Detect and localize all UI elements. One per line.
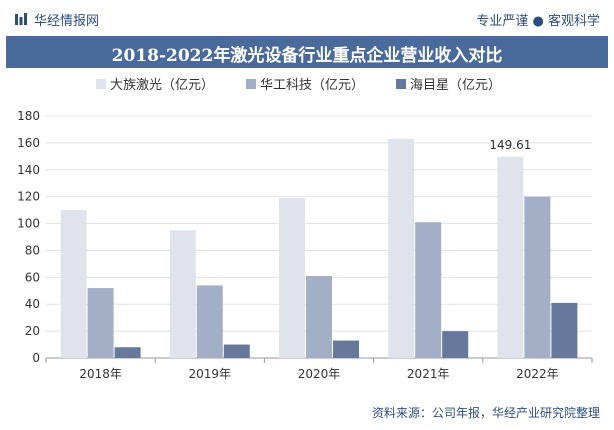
legend-swatch	[96, 79, 106, 89]
x-tick-label: 2022年	[516, 367, 559, 381]
bar	[333, 340, 359, 358]
bar	[524, 196, 551, 358]
data-label: 149.61	[489, 138, 531, 152]
bar	[306, 275, 332, 358]
bar	[196, 285, 223, 358]
title-bar: 2018-2022年激光设备行业重点企业营业收入对比	[6, 36, 608, 68]
bar	[223, 344, 250, 358]
bar	[169, 230, 196, 358]
y-tick-label: 80	[25, 243, 40, 257]
brand-name: 华经情报网	[34, 14, 100, 29]
bar	[415, 222, 442, 358]
x-tick-label: 2021年	[407, 367, 450, 381]
y-tick-label: 140	[17, 163, 40, 177]
bar	[442, 331, 469, 358]
bar	[388, 138, 415, 358]
legend-swatch	[246, 79, 256, 89]
bar	[87, 288, 114, 358]
y-tick-label: 60	[25, 270, 40, 284]
bar	[279, 198, 305, 358]
x-tick-label: 2020年	[298, 367, 341, 381]
y-tick-label: 40	[25, 297, 40, 311]
tagline: 专业严谨 ● 客观科学	[476, 14, 600, 29]
top-header: 华经情报网 专业严谨 ● 客观科学	[0, 0, 614, 36]
source-note: 资料来源：公司年报，华经产业研究院整理	[371, 406, 600, 420]
chart-title: 2018-2022年激光设备行业重点企业营业收入对比	[111, 46, 503, 66]
legend-label: 华工科技（亿元）	[260, 78, 364, 93]
bar	[497, 156, 524, 358]
legend-label: 大族激光（亿元）	[110, 77, 214, 93]
y-tick-label: 120	[17, 190, 40, 204]
bar	[114, 347, 141, 358]
y-tick-label: 100	[17, 217, 40, 231]
x-tick-label: 2018年	[79, 367, 122, 381]
y-tick-label: 0	[32, 351, 40, 365]
brand-logo-icon	[15, 13, 27, 25]
y-tick-label: 160	[17, 136, 40, 150]
bar	[60, 210, 87, 358]
x-tick-label: 2019年	[189, 367, 232, 381]
bar	[551, 302, 578, 358]
legend-label: 海目星（亿元）	[410, 78, 501, 93]
y-tick-label: 20	[25, 324, 40, 338]
legend-swatch	[396, 79, 406, 89]
y-tick-label: 180	[17, 109, 40, 123]
